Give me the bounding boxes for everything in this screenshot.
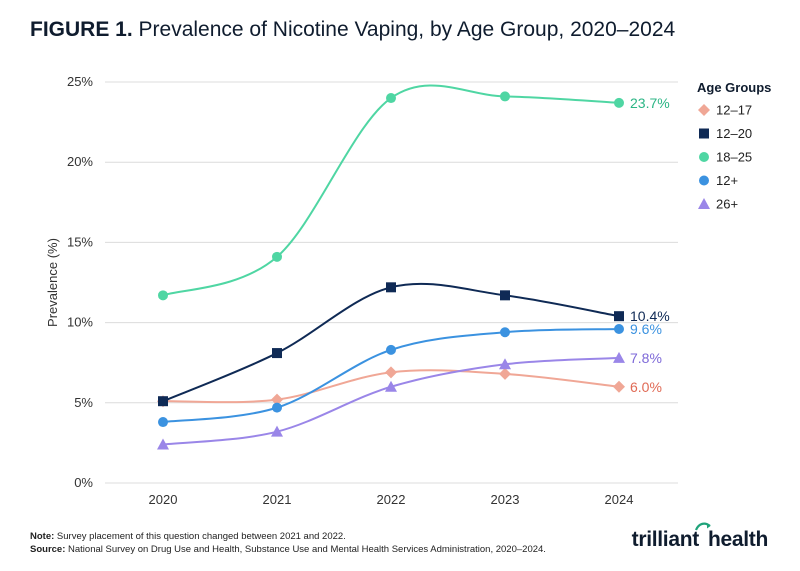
y-tick-label: 0% bbox=[74, 475, 93, 490]
legend-entry: 12–20 bbox=[716, 126, 752, 141]
legend-entry: 12–17 bbox=[716, 103, 752, 118]
x-tick-label: 2022 bbox=[377, 492, 406, 507]
data-point bbox=[271, 425, 283, 437]
legend-entry: 26+ bbox=[716, 197, 738, 212]
source-text: National Survey on Drug Use and Health, … bbox=[65, 544, 546, 555]
data-point bbox=[500, 91, 510, 102]
legend-entry: 12+ bbox=[716, 173, 738, 188]
y-tick-label: 15% bbox=[67, 234, 93, 249]
note-label: Note: bbox=[30, 531, 55, 542]
note-line: Note: Survey placement of this question … bbox=[30, 530, 546, 543]
data-point bbox=[614, 324, 624, 335]
footnotes: Note: Survey placement of this question … bbox=[30, 530, 546, 556]
data-point bbox=[157, 438, 169, 450]
end-value-label: 9.6% bbox=[630, 321, 662, 337]
legend-entry: 18–25 bbox=[716, 150, 752, 165]
data-point bbox=[614, 97, 624, 108]
data-point bbox=[614, 311, 624, 322]
data-point bbox=[272, 402, 282, 413]
end-value-label: 10.4% bbox=[630, 308, 670, 324]
logo-mark-icon bbox=[694, 522, 711, 546]
series-line bbox=[162, 84, 620, 297]
brand-logo: trilliant health bbox=[631, 522, 768, 552]
legend-marker bbox=[699, 128, 709, 139]
source-label: Source: bbox=[30, 544, 66, 555]
logo-text-part-b: health bbox=[707, 528, 768, 551]
logo-text-part-a: trilliant bbox=[631, 528, 700, 551]
x-tick-label: 2021 bbox=[263, 492, 292, 507]
line-chart: 0% 5% 10% 15% 20% 25% 2020 2021 2022 2023 2024 Prev… bbox=[45, 74, 771, 507]
legend-marker bbox=[699, 175, 709, 186]
data-point bbox=[613, 380, 625, 393]
data-point bbox=[385, 366, 397, 379]
data-point bbox=[158, 396, 168, 407]
data-point bbox=[500, 327, 510, 338]
x-tick-label: 2020 bbox=[149, 492, 178, 507]
data-point bbox=[386, 282, 396, 293]
x-tick-label: 2023 bbox=[491, 492, 520, 507]
y-tick-label: 25% bbox=[67, 74, 93, 89]
end-value-label: 23.7% bbox=[630, 95, 670, 111]
y-tick-label: 5% bbox=[74, 395, 93, 410]
figure-label: FIGURE 1. bbox=[30, 18, 133, 41]
note-text: Survey placement of this question change… bbox=[54, 531, 346, 542]
end-value-label: 7.8% bbox=[630, 350, 662, 366]
figure-title: FIGURE 1. Prevalence of Nicotine Vaping,… bbox=[30, 18, 675, 42]
data-point bbox=[271, 393, 283, 406]
y-axis-label: Prevalence (%) bbox=[45, 238, 60, 327]
data-point bbox=[499, 358, 511, 370]
data-point bbox=[386, 93, 396, 104]
legend-marker bbox=[698, 104, 710, 116]
figure-title-text: Prevalence of Nicotine Vaping, by Age Gr… bbox=[138, 18, 676, 41]
legend-marker bbox=[699, 152, 709, 162]
data-point bbox=[500, 290, 510, 301]
data-point bbox=[272, 251, 282, 262]
data-point bbox=[613, 351, 625, 363]
legend-marker bbox=[698, 198, 710, 209]
data-point bbox=[499, 367, 511, 380]
data-point bbox=[158, 417, 168, 428]
end-value-label: 6.0% bbox=[630, 379, 662, 395]
data-point bbox=[386, 344, 396, 355]
y-tick-label: 10% bbox=[67, 315, 93, 330]
source-line: Source: National Survey on Drug Use and … bbox=[30, 543, 546, 556]
data-point bbox=[158, 290, 168, 301]
legend-title: Age Groups bbox=[697, 80, 771, 95]
y-tick-label: 20% bbox=[67, 154, 93, 169]
data-point bbox=[385, 380, 397, 392]
x-tick-label: 2024 bbox=[605, 492, 634, 507]
data-point bbox=[272, 348, 282, 359]
